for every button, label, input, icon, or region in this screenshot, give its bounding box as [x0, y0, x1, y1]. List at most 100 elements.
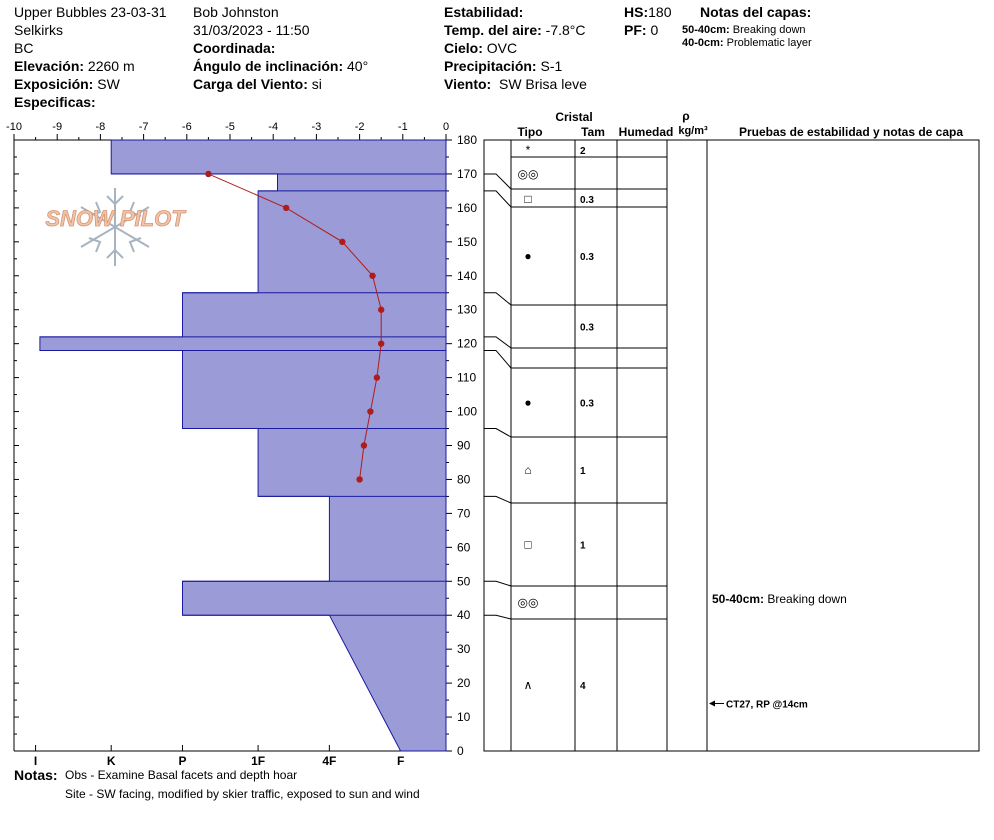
connector-122 [484, 336, 512, 349]
temp-tick-label--7: -7 [139, 121, 149, 133]
temperature-point-170 [205, 170, 212, 178]
connector-40 [484, 614, 512, 620]
temp-tick-label--9: -9 [52, 121, 62, 133]
hardness-label-4F: 4F [322, 754, 336, 768]
hardness-label-P: P [178, 754, 186, 768]
temperature-point-80 [356, 476, 363, 483]
connector-165 [484, 190, 512, 208]
temp-tick-label--8: -8 [96, 121, 106, 133]
logo-text: SNOW PILOT [45, 206, 186, 231]
layer-notes-title: Notas del capas: [700, 4, 812, 20]
header-size: Tam [581, 125, 605, 139]
crystal-size-2: 0.3 [580, 195, 594, 206]
height-tick-label-90: 90 [457, 439, 471, 453]
connector-170 [484, 173, 512, 190]
stability-test-0: CT27, RP @14cm [726, 699, 808, 710]
layer-note-1: 50-40cm: Breaking down [682, 24, 806, 36]
hardness-label-F: F [397, 754, 404, 768]
height-tick-label-30: 30 [457, 642, 471, 656]
elevation: Elevación: 2260 m [14, 58, 135, 74]
crystal-grain-faceted-crystal-icon-2: □ [524, 192, 531, 206]
height-tick-label-170: 170 [457, 167, 477, 181]
foot-penetration: PF: 0 [624, 22, 659, 38]
hardness-label-1F: 1F [251, 754, 265, 768]
snowpilot-logo: SNOW PILOT [45, 188, 187, 266]
temperature-point-150 [339, 238, 346, 246]
layer-comment-text: Breaking down [767, 592, 846, 606]
notes-label: Notas: [14, 767, 58, 783]
temp-tick-label--4: -4 [268, 121, 278, 133]
hardness-label-I: I [34, 754, 37, 768]
province-name: BC [14, 40, 34, 56]
header-type: Tipo [517, 125, 542, 139]
header-crystal: Cristal [555, 110, 592, 124]
crystal-grain-faceted-crystal-icon-8: □ [524, 538, 531, 552]
crystal-size-0: 2 [580, 146, 586, 157]
height-tick-label-20: 20 [457, 676, 471, 690]
connector-135 [484, 292, 512, 306]
temp-tick-label--10: -10 [6, 121, 22, 133]
temperature-point-130 [378, 306, 385, 313]
temperature-point-100 [367, 408, 374, 415]
height-tick-label-80: 80 [457, 472, 471, 486]
temperature-point-110 [373, 374, 381, 381]
header-tests: Pruebas de estabilidad y notas de capa [739, 125, 963, 139]
height-tick-label-0: 0 [457, 744, 464, 758]
coordinate-label: Coordinada: [193, 40, 276, 56]
hardness-profile-area [39, 139, 447, 752]
crystal-grain-rounded-grain-icon-6: ● [524, 396, 531, 410]
header-density-unit: kg/m³ [678, 125, 708, 137]
layer-comment-0: 50-40cm: Breaking down [712, 592, 847, 606]
layer-note-2: 40-0cm: Problematic layer [682, 37, 812, 49]
temp-tick-label--5: -5 [225, 121, 235, 133]
crystal-grain-melt-forms-icon-9: ◎◎ [518, 596, 539, 610]
crystal-size-8: 1 [580, 541, 586, 552]
temperature-point-120 [378, 340, 385, 347]
sky-condition: Cielo: OVC [444, 40, 518, 56]
temp-tick-label--3: -3 [312, 121, 322, 133]
wind-load: Carga del Viento: si [193, 76, 322, 92]
crystal-size-6: 0.3 [580, 399, 594, 410]
wind: Viento: SW Brisa leve [444, 76, 587, 92]
stability-label: Estabilidad: [444, 4, 524, 20]
notes-line-2: Site - SW facing, modified by skier traf… [65, 787, 420, 801]
location-title: Upper Bubbles 23-03-31 [14, 4, 167, 20]
height-tick-label-120: 120 [457, 337, 477, 351]
height-tick-label-130: 130 [457, 303, 477, 317]
height-tick-label-180: 180 [457, 133, 477, 147]
temp-tick-label--2: -2 [355, 121, 365, 133]
header-moisture: Humedad [619, 125, 674, 139]
snow-height: HS:180 [624, 4, 672, 20]
observer-name: Bob Johnston [193, 4, 279, 20]
header-rho: ρ [682, 109, 689, 123]
crystal-table-frame [483, 139, 980, 752]
crystal-grain-mixed-form-icon-7: ⌂ [524, 463, 531, 477]
crystal-size-4: 0.3 [580, 323, 594, 334]
crystal-grain-asterisk-icon-0: * [526, 143, 531, 157]
height-tick-label-110: 110 [457, 371, 476, 385]
crystal-grain-depth-hoar-icon-10: ∧ [524, 678, 533, 692]
temperature-point-90 [360, 442, 368, 449]
height-tick-label-150: 150 [457, 235, 477, 249]
connector-118 [484, 349, 512, 369]
slope-angle: Ángulo de inclinación: 40° [193, 58, 369, 74]
height-tick-label-40: 40 [457, 608, 471, 622]
temperature-line [208, 173, 382, 480]
hardness-layers [39, 139, 447, 752]
layer-comment-range: 50-40cm: [712, 592, 767, 606]
crystal-grain-rounded-grain-icon-3: ● [524, 249, 531, 263]
connector-50 [484, 580, 512, 587]
height-tick-label-50: 50 [457, 574, 471, 588]
specifics-label: Especificas: [14, 94, 96, 110]
temp-tick-label-0: 0 [443, 121, 449, 133]
hardness-label-K: K [107, 754, 116, 768]
temperature-point-160 [282, 204, 290, 212]
precipitation: Precipitación: S-1 [444, 58, 563, 74]
crystal-size-10: 4 [580, 681, 586, 692]
temperature-point-140 [369, 272, 376, 279]
temp-tick-label--6: -6 [182, 121, 192, 133]
range-name: Selkirks [14, 22, 64, 38]
height-tick-label-10: 10 [457, 710, 471, 724]
test-arrow-head-0 [709, 700, 715, 707]
